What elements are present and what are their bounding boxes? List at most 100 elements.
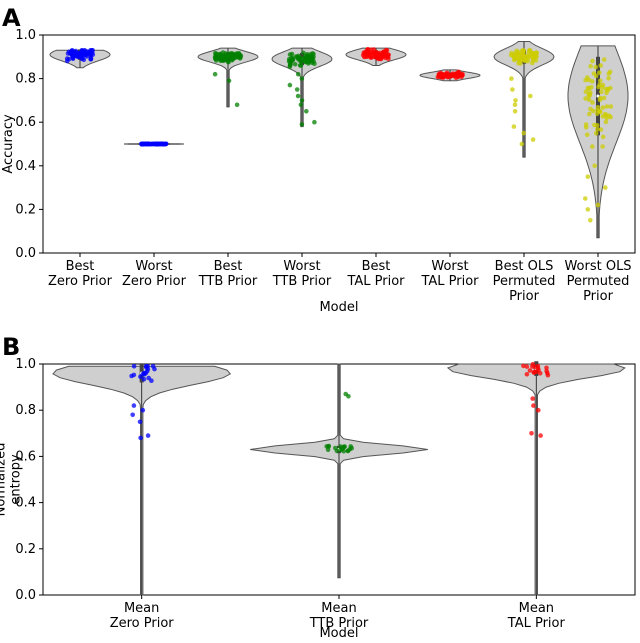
data-point: [373, 51, 378, 57]
data-point: [596, 84, 601, 90]
outlier-point: [585, 207, 591, 212]
data-point: [516, 61, 521, 66]
data-point: [88, 56, 94, 61]
data-point: [298, 63, 304, 68]
data-point: [583, 89, 589, 94]
data-point: [338, 444, 343, 449]
data-point: [587, 93, 593, 98]
data-point: [452, 73, 458, 78]
x-tick-label-line: Best OLS: [495, 259, 554, 274]
x-tick-label: Best TAL Prior: [346, 259, 405, 289]
data-point: [162, 141, 167, 147]
data-point: [288, 58, 293, 63]
data-point: [591, 71, 597, 76]
y-axis-label: Normalizedentropy: [0, 443, 24, 517]
data-point: [213, 58, 219, 63]
y-axis-label: Accuracy: [1, 114, 16, 174]
data-point: [529, 50, 535, 56]
data-point: [143, 364, 149, 369]
data-point: [345, 448, 351, 454]
data-point: [523, 54, 529, 59]
data-point: [287, 52, 293, 57]
plot-area-a: [42, 34, 636, 254]
data-point: [606, 76, 611, 81]
x-tick-label-line: TTB Prior: [309, 616, 369, 631]
y-tick-label: 0.4: [15, 159, 36, 174]
outlier-point: [519, 141, 525, 147]
data-point: [512, 54, 518, 59]
outlier-point: [298, 102, 304, 108]
data-point: [222, 53, 228, 58]
data-point: [585, 85, 591, 91]
x-axis-label: Model: [319, 626, 358, 641]
data-point: [214, 51, 219, 57]
data-point: [307, 54, 313, 60]
y-tick-label: 0.0: [15, 246, 36, 261]
data-point: [139, 141, 145, 147]
outlier-point: [510, 87, 515, 92]
data-point: [338, 447, 343, 453]
data-point: [530, 60, 535, 66]
y-tick-label: 1.0: [15, 357, 36, 372]
outlier-point: [583, 196, 588, 201]
data-point: [521, 48, 526, 53]
outlier-point: [287, 82, 293, 88]
data-point: [457, 73, 462, 79]
y-tick-label: 0.6: [15, 115, 36, 130]
data-point: [150, 364, 156, 369]
data-point: [362, 51, 367, 56]
outlier-point: [312, 119, 317, 125]
x-tick-label: Mean Zero Prior: [110, 601, 175, 631]
x-tick-label-line: Zero Prior: [48, 274, 113, 289]
data-point: [585, 75, 590, 80]
outlier-point: [538, 433, 543, 438]
x-tick-label-line: TAL Prior: [420, 274, 479, 289]
outlier-point: [295, 93, 301, 99]
x-tick-label: Worst OLS Permuted Prior: [564, 259, 631, 304]
outlier-point: [512, 102, 518, 108]
x-tick-label-line: Permuted: [493, 274, 556, 289]
data-point: [324, 444, 330, 449]
outlier-point: [585, 174, 591, 179]
outlier-point: [130, 412, 135, 418]
outlier-point: [536, 407, 541, 413]
outlier-point: [595, 202, 601, 208]
outlier-point: [294, 87, 300, 92]
data-point: [597, 78, 603, 83]
data-point: [600, 114, 606, 119]
outlier-point: [138, 435, 143, 441]
y-tick-label: 0.6: [15, 449, 36, 464]
data-point: [311, 51, 316, 57]
x-tick-label-line: Worst: [135, 259, 172, 274]
data-point: [141, 376, 147, 382]
outlier-point: [140, 407, 146, 413]
x-tick-label-line: Prior: [509, 289, 540, 304]
y-tick-label: 0.2: [15, 542, 36, 557]
outlier-point: [295, 71, 301, 77]
data-point: [77, 53, 83, 59]
outlier-point: [511, 124, 517, 129]
x-tick-label-line: Zero Prior: [122, 274, 187, 289]
data-point: [601, 57, 607, 62]
data-point: [603, 119, 609, 125]
data-point: [378, 56, 384, 62]
data-point: [84, 54, 90, 59]
data-point: [590, 144, 595, 149]
data-point: [527, 368, 533, 373]
data-point: [138, 374, 143, 380]
outlier-point: [212, 71, 218, 77]
x-tick-label: Worst Zero Prior: [122, 259, 187, 289]
outlier-point: [226, 78, 232, 84]
data-point: [90, 50, 95, 55]
outlier-point: [299, 98, 305, 103]
data-point: [299, 56, 305, 61]
data-point: [583, 125, 589, 130]
y-tick-label: 1.0: [15, 28, 36, 43]
data-point: [604, 115, 609, 121]
outlier-point: [592, 163, 597, 169]
data-point: [531, 369, 537, 375]
x-tick-label: Worst TTB Prior: [272, 259, 332, 289]
outlier-point: [137, 419, 143, 425]
data-point: [446, 72, 452, 78]
